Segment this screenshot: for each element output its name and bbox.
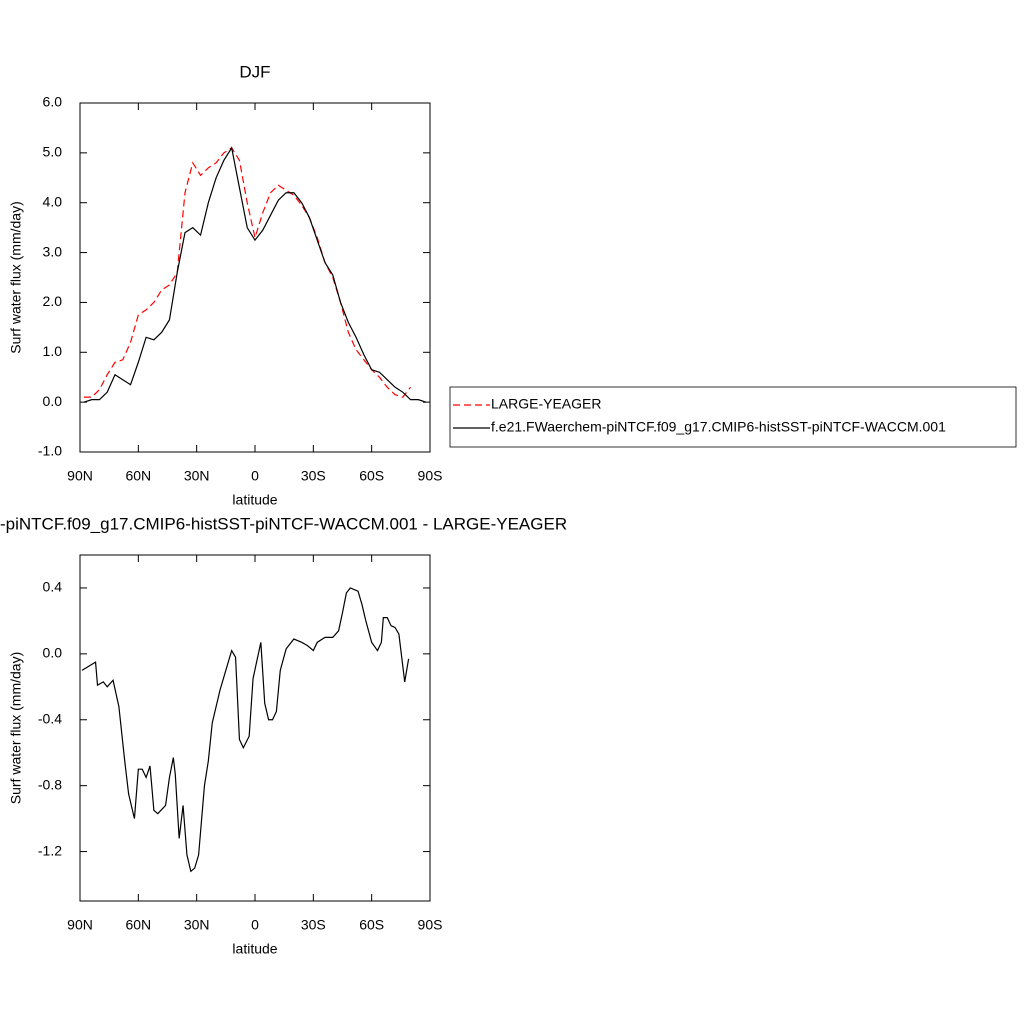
data-line [83,146,427,403]
y-tick-label: 0.0 [43,645,63,661]
y-tick-label: 1.0 [43,343,63,359]
legend-label: f.e21.FWaerchem-piNTCF.f09_g17.CMIP6-his… [491,419,946,435]
y-tick-label: 0.0 [43,393,63,409]
legend-label: LARGE-YEAGER [491,396,601,412]
x-tick-label: 60N [125,917,151,933]
y-tick-label: 2.0 [43,293,63,309]
y-tick-label: -1.0 [38,443,62,459]
x-tick-label: 90S [418,468,443,484]
x-tick-label: 30N [184,468,210,484]
x-tick-label: 60S [359,917,384,933]
x-tick-label: 30S [301,468,326,484]
x-tick-label: 0 [251,468,259,484]
plot-frame [79,102,431,453]
x-tick-label: 0 [251,917,259,933]
y-tick-label: 4.0 [43,193,63,209]
plot-frame [79,554,431,902]
x-axis-label: latitude [232,941,277,957]
x-tick-label: 90N [67,468,93,484]
y-tick-label: -0.4 [38,710,62,726]
y-tick-label: 3.0 [43,243,63,259]
x-tick-label: 60N [125,468,151,484]
data-line [83,147,412,398]
x-tick-label: 90N [67,917,93,933]
x-tick-label: 30S [301,917,326,933]
y-axis-label: Surf water flux (mm/day) [8,201,24,353]
chart-title: -piNTCF.f09_g17.CMIP6-histSST-piNTCF-WAC… [0,514,567,533]
y-tick-label: -0.8 [38,776,62,792]
x-axis-label: latitude [232,492,277,508]
y-tick-label: 0.4 [43,579,63,595]
x-tick-label: 60S [359,468,384,484]
legend-box [449,386,1017,448]
data-line [81,587,410,873]
y-tick-label: -1.2 [38,842,62,858]
x-tick-label: 30N [184,917,210,933]
y-tick-label: 6.0 [43,94,63,110]
y-axis-label: Surf water flux (mm/day) [8,652,24,804]
y-tick-label: 5.0 [43,144,63,160]
chart-title: DJF [239,62,270,81]
x-tick-label: 90S [418,917,443,933]
